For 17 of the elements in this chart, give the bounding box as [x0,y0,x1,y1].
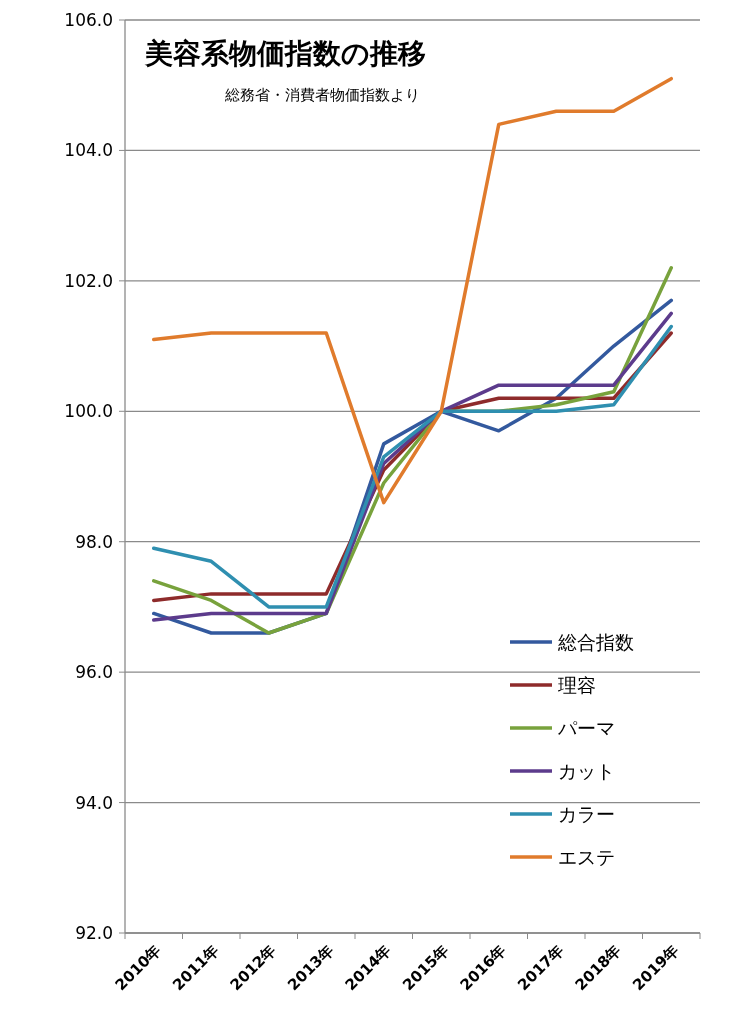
line-series [152,76,673,505]
legend-label: カット [558,760,615,782]
legend-label: 総合指数 [557,631,634,653]
legend-label: パーマ [557,717,615,739]
y-tick-label: 94.0 [75,792,113,813]
y-tick-label: 104.0 [64,140,113,161]
y-tick-label: 98.0 [75,531,113,552]
y-tick-label: 100.0 [64,401,113,422]
text: 総務省・消費者物価指数より [224,86,420,104]
y-tick-label: 102.0 [64,270,113,291]
legend-label: エステ [558,846,615,868]
legend-label: 理容 [558,674,596,696]
legend-label: カラー [558,803,615,825]
y-tick-label: 106.0 [64,10,113,30]
y-tick-label: 92.0 [75,923,113,943]
text: 美容系物価指数の推移 [144,37,426,70]
y-tick-label: 96.0 [75,662,113,683]
